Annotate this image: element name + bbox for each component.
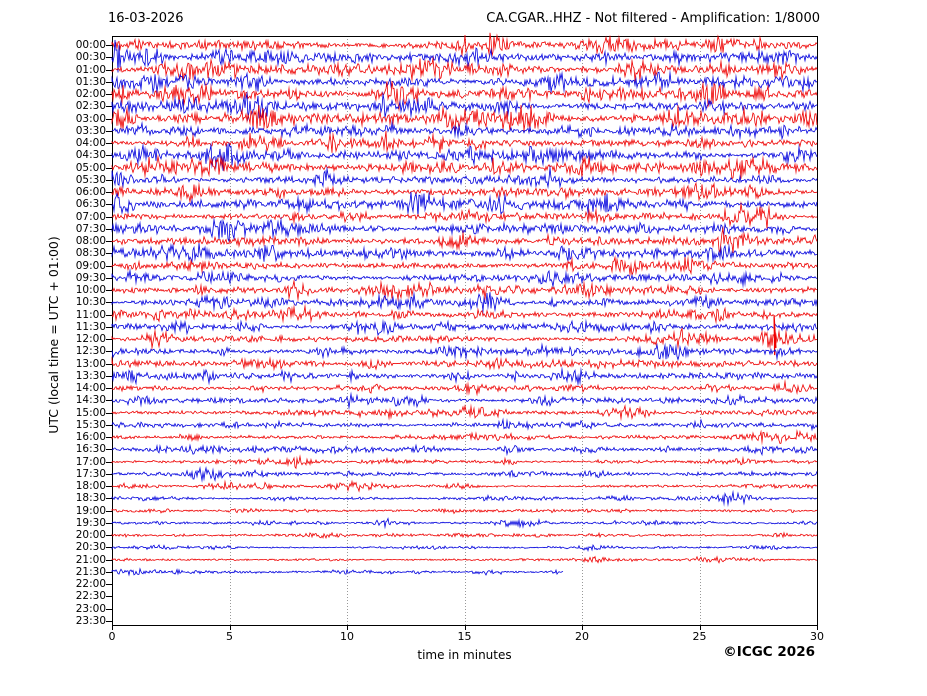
row-label-21:00: 21:00 (75, 553, 106, 566)
row-label-12:30: 12:30 (75, 345, 106, 358)
row-label-14:00: 14:00 (75, 382, 106, 395)
row-label-10:00: 10:00 (75, 284, 106, 297)
station-title: CA.CGAR..HHZ - Not filtered - Amplificat… (486, 11, 820, 26)
row-label-00:30: 00:30 (75, 51, 106, 64)
x-tick-label-0: 0 (108, 630, 116, 643)
row-label-16:00: 16:00 (75, 431, 106, 444)
row-label-22:30: 22:30 (75, 590, 106, 603)
row-label-17:00: 17:00 (75, 455, 106, 468)
x-axis-label: time in minutes (417, 648, 512, 662)
row-label-03:30: 03:30 (75, 124, 106, 137)
row-label-12:00: 12:00 (75, 333, 106, 346)
row-label-03:00: 03:00 (75, 112, 106, 125)
x-tick-label-20: 20 (575, 630, 589, 643)
row-label-09:00: 09:00 (75, 259, 106, 272)
row-label-18:00: 18:00 (75, 480, 106, 493)
row-label-18:30: 18:30 (75, 492, 106, 505)
row-label-21:30: 21:30 (75, 565, 106, 578)
row-label-00:00: 00:00 (75, 39, 106, 51)
row-label-11:30: 11:30 (75, 320, 106, 333)
row-label-02:00: 02:00 (75, 88, 106, 101)
date-title: 16-03-2026 (108, 11, 184, 26)
row-label-17:30: 17:30 (75, 467, 106, 480)
row-label-09:30: 09:30 (75, 271, 106, 284)
row-label-04:30: 04:30 (75, 149, 106, 162)
row-label-07:00: 07:00 (75, 210, 106, 223)
row-label-19:30: 19:30 (75, 516, 106, 529)
row-label-13:30: 13:30 (75, 369, 106, 382)
row-label-10:30: 10:30 (75, 296, 106, 309)
row-label-07:30: 07:30 (75, 222, 106, 235)
row-label-20:30: 20:30 (75, 541, 106, 554)
row-label-15:30: 15:30 (75, 418, 106, 431)
row-label-04:00: 04:00 (75, 137, 106, 150)
row-label-06:30: 06:30 (75, 198, 106, 211)
row-label-05:00: 05:00 (75, 161, 106, 174)
row-label-23:00: 23:00 (75, 602, 106, 615)
row-label-23:30: 23:30 (75, 615, 106, 627)
row-label-08:00: 08:00 (75, 235, 106, 248)
x-tick-label-15: 15 (457, 630, 472, 643)
row-label-22:00: 22:00 (75, 578, 106, 591)
row-label-14:30: 14:30 (75, 394, 106, 407)
row-label-01:30: 01:30 (75, 75, 106, 88)
row-label-08:30: 08:30 (75, 247, 106, 260)
row-label-06:00: 06:00 (75, 186, 106, 199)
row-label-19:00: 19:00 (75, 504, 106, 517)
x-tick-label-25: 25 (692, 630, 707, 643)
x-tick-label-10: 10 (340, 630, 354, 643)
row-label-16:30: 16:30 (75, 443, 106, 456)
x-tick-label-30: 30 (810, 630, 824, 643)
row-label-15:00: 15:00 (75, 406, 106, 419)
row-label-02:30: 02:30 (75, 100, 106, 113)
row-label-20:00: 20:00 (75, 529, 106, 542)
row-label-01:00: 01:00 (75, 63, 106, 76)
row-label-05:30: 05:30 (75, 173, 106, 186)
x-tick-label-5: 5 (226, 630, 233, 643)
copyright-credit: ©ICGC 2026 (723, 644, 815, 660)
row-label-13:00: 13:00 (75, 357, 106, 370)
row-label-11:00: 11:00 (75, 308, 106, 321)
